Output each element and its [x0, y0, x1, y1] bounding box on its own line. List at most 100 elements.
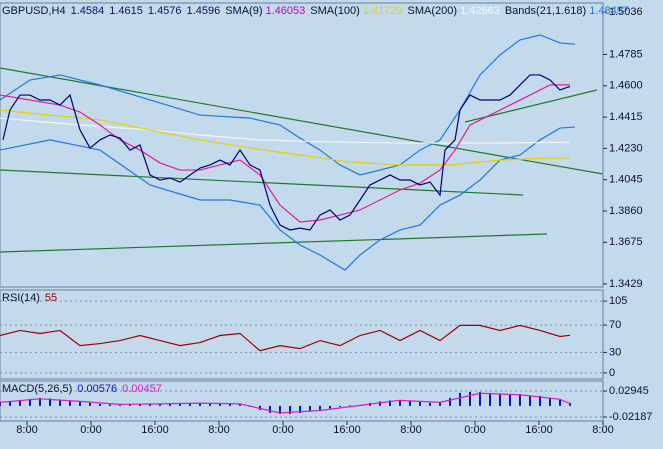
histogram-bar [469, 391, 471, 406]
histogram-bar [109, 404, 111, 406]
indicator-value: 1.41729 [363, 5, 403, 17]
header-title: GBPUSD,H4 [2, 5, 66, 17]
panel-frame [0, 2, 604, 288]
histogram-bar [389, 400, 391, 406]
histogram-bar [409, 400, 411, 406]
histogram-bar [0, 401, 1, 406]
histogram-bar [439, 402, 441, 406]
histogram-bar [159, 403, 161, 406]
histogram-bar [49, 398, 51, 406]
y-tick-label: 1.3429 [609, 278, 643, 290]
y-tick-label: 0.02945 [609, 385, 649, 397]
y-tick-label: 1.3675 [609, 236, 643, 248]
histogram-bar [539, 395, 541, 406]
histogram-bar [19, 399, 21, 406]
y-tick-label: 1.5036 [609, 6, 643, 18]
last-value: 0.00457 [122, 383, 162, 395]
series-line [0, 117, 571, 144]
panel-frame [0, 380, 604, 422]
histogram-bar [459, 392, 461, 406]
indicator-label: SMA(100) [310, 5, 360, 17]
histogram-bar [219, 403, 221, 406]
panel-header: MACD(5,26,5) 0.00576 0.00457 [2, 383, 162, 395]
y-tick-label: 70 [609, 319, 621, 331]
histogram-bar [399, 399, 401, 406]
histogram-bar [429, 402, 431, 406]
y-tick-label: 1.4045 [609, 174, 643, 186]
panel-header: GBPUSD,H4 1.4584 1.4615 1.4576 1.4596 SMA(9) 1… [2, 5, 629, 17]
indicator-value: 1.42663 [460, 5, 500, 17]
indicator-label: Bands(21,1.618) [505, 5, 586, 17]
histogram-bar [449, 397, 451, 406]
header-title: MACD(5,26,5) [2, 383, 72, 395]
y-tick-label: -0.02187 [609, 411, 652, 423]
series-line [0, 109, 571, 166]
x-tick-label: 16:00 [525, 424, 553, 436]
histogram-bar [179, 402, 181, 406]
series-line [0, 84, 571, 223]
histogram-bar [89, 402, 91, 406]
histogram-bar [519, 394, 521, 406]
histogram-bar [479, 391, 481, 406]
series-line [0, 34, 576, 176]
histogram-bar [129, 404, 131, 406]
ohlc-value: 1.4615 [109, 5, 143, 17]
x-tick-label: 0:00 [464, 424, 485, 436]
histogram-bar [59, 399, 61, 406]
y-tick-label: 1.4785 [609, 48, 643, 60]
x-tick-label: 8:00 [592, 424, 613, 436]
panel-frame [0, 289, 604, 380]
histogram-bar [289, 405, 291, 414]
series-line [0, 392, 571, 414]
histogram-bar [339, 405, 341, 407]
series-line [0, 324, 571, 352]
histogram-bar [39, 397, 41, 406]
x-tick-label: 8:00 [400, 424, 421, 436]
ohlc-value: 1.4596 [187, 5, 221, 17]
series-line [0, 126, 576, 271]
ohlc-value: 1.4584 [71, 5, 105, 17]
histogram-bar [569, 402, 571, 406]
trend-line [0, 233, 548, 253]
ohlc-value: 1.4576 [148, 5, 182, 17]
histogram-bar [489, 392, 491, 406]
x-tick-label: 16:00 [141, 424, 169, 436]
histogram-bar [79, 401, 81, 406]
histogram-bar [199, 402, 201, 406]
x-tick-label: 0:00 [272, 424, 293, 436]
histogram-bar [29, 398, 31, 406]
last-value: 55 [45, 292, 57, 304]
histogram-bar [229, 403, 231, 406]
x-tick-label: 8:00 [208, 424, 229, 436]
x-tick-label: 16:00 [333, 424, 361, 436]
series-line [2, 74, 571, 231]
histogram-bar [99, 403, 101, 406]
x-tick-label: 0:00 [80, 424, 101, 436]
y-tick-label: 1.4600 [609, 80, 643, 92]
y-tick-label: 1.4415 [609, 111, 643, 123]
histogram-bar [319, 405, 321, 410]
histogram-bar [559, 399, 561, 406]
histogram-bar [189, 402, 191, 406]
histogram-bar [529, 395, 531, 406]
histogram-bar [169, 403, 171, 406]
histogram-bar [509, 394, 511, 406]
y-tick-label: 1.3860 [609, 205, 643, 217]
y-tick-label: 0 [609, 367, 615, 379]
histogram-bar [349, 405, 351, 406]
histogram-bar [139, 403, 141, 406]
histogram-bar [549, 397, 551, 406]
histogram-bar [309, 405, 311, 412]
x-tick-label: 8:00 [16, 424, 37, 436]
indicator-label: SMA(9) [225, 5, 262, 17]
histogram-bar [9, 400, 11, 406]
histogram-bar [499, 393, 501, 406]
header-title: RSI(14) [2, 292, 40, 304]
histogram-bar [329, 405, 331, 409]
panel-header: RSI(14) 55 [2, 292, 57, 304]
indicator-label: SMA(200) [408, 5, 458, 17]
histogram-bar [149, 403, 151, 406]
histogram-bar [299, 405, 301, 413]
